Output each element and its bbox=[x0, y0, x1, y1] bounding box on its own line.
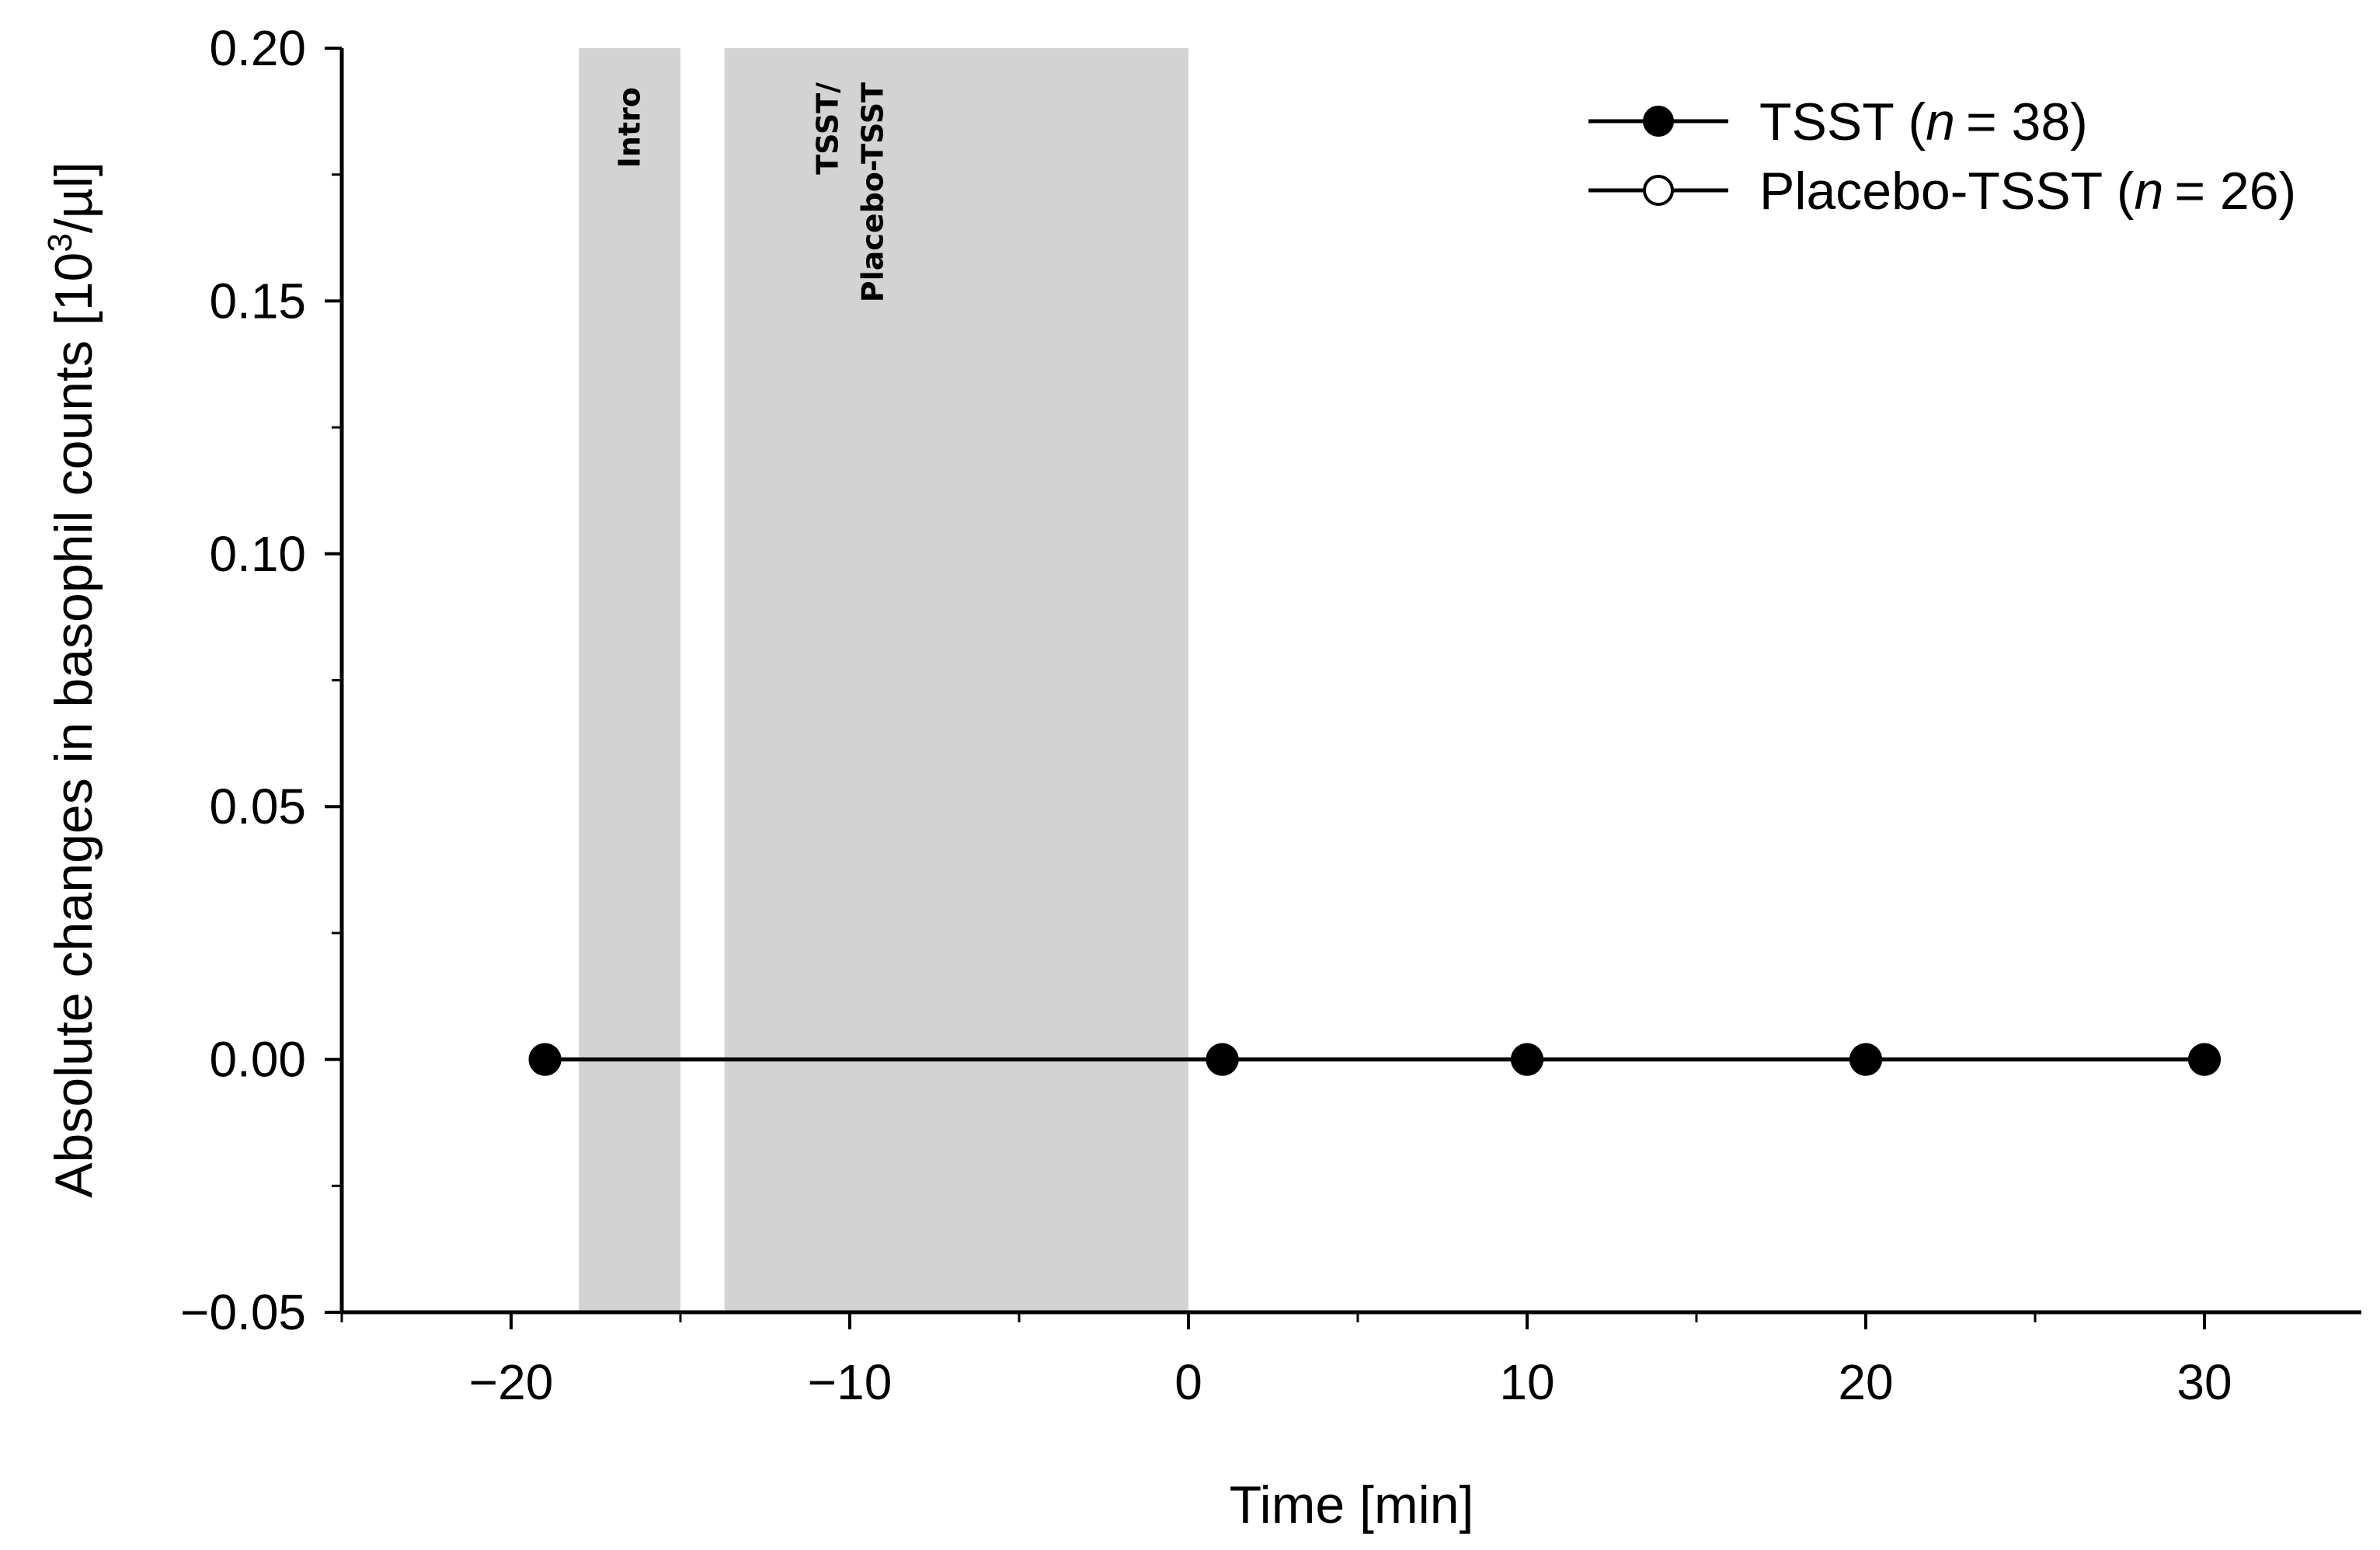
legend-series-name-placebo: Placebo-TSST bbox=[1759, 162, 2102, 221]
y-tick-label-5: 0.20 bbox=[209, 20, 306, 76]
y-tick-label-3: 0.10 bbox=[209, 526, 306, 582]
data-point-0-1 bbox=[1206, 1043, 1239, 1076]
legend-n-value-placebo: = 26) bbox=[2174, 162, 2296, 221]
x-tick-label-1: −10 bbox=[808, 1354, 893, 1410]
x-tick-label-5: 30 bbox=[2176, 1354, 2232, 1410]
legend-label-placebo: Placebo-TSST (n = 26) bbox=[1759, 162, 2296, 221]
y-axis-title: Absolute changes in basophil counts [103… bbox=[41, 162, 103, 1198]
y-axis-title-prefix: Absolute changes in basophil counts [10 bbox=[44, 253, 103, 1198]
phase-label-0: Intro bbox=[613, 87, 647, 168]
y-tick-label-4: 0.15 bbox=[209, 273, 306, 329]
x-tick-label-0: −20 bbox=[469, 1354, 554, 1410]
legend-marker-tsst bbox=[1643, 106, 1674, 137]
series-layer bbox=[528, 1043, 2221, 1076]
data-point-0-0 bbox=[528, 1043, 562, 1076]
data-point-0-3 bbox=[1849, 1043, 1882, 1076]
data-point-0-2 bbox=[1511, 1043, 1543, 1076]
legend-item-tsst: TSST (n = 38) bbox=[1588, 92, 2088, 152]
legend-n-italic-placebo: n bbox=[2134, 162, 2163, 221]
phase-label-1-line-1: Placebo-TSST bbox=[855, 82, 889, 302]
y-axis-title-suffix: /µl] bbox=[44, 162, 103, 233]
y-tick-label-1: 0.00 bbox=[209, 1032, 306, 1088]
phase-band-1 bbox=[724, 48, 1188, 1312]
phase-band-0 bbox=[579, 48, 680, 1312]
legend-paren-open-tsst: ( bbox=[1894, 92, 1926, 152]
phase-bands: Intro TSST/Placebo-TSST bbox=[579, 48, 1188, 1312]
x-axis-title: Time [min] bbox=[1230, 1475, 1474, 1534]
legend-paren-open-placebo: ( bbox=[2102, 162, 2135, 221]
legend-n-italic-tsst: n bbox=[1926, 92, 1955, 152]
ticks: −20 −10 0 10 20 30 −0.05 0.00 0.05 0.10 0.15 0.20 bbox=[180, 20, 2232, 1410]
y-axis-title-sup: 3 bbox=[41, 233, 79, 252]
legend-item-placebo: Placebo-TSST (n = 26) bbox=[1588, 162, 2296, 221]
x-tick-label-4: 20 bbox=[1838, 1354, 1893, 1410]
data-point-0-4 bbox=[2188, 1043, 2221, 1076]
legend-label-tsst: TSST (n = 38) bbox=[1759, 92, 2088, 152]
y-tick-label-0: −0.05 bbox=[180, 1284, 306, 1340]
phase-label-1-line-0: TSST/ bbox=[810, 82, 844, 175]
legend-marker-placebo bbox=[1643, 175, 1674, 206]
x-tick-label-2: 0 bbox=[1174, 1354, 1202, 1410]
legend-series-name-tsst: TSST bbox=[1759, 92, 1894, 152]
legend: TSST (n = 38) Placebo-TSST (n = 26) bbox=[1588, 92, 2296, 221]
x-tick-label-3: 10 bbox=[1499, 1354, 1554, 1410]
legend-n-value-tsst: = 38) bbox=[1966, 92, 2088, 152]
y-tick-label-2: 0.05 bbox=[209, 778, 306, 834]
